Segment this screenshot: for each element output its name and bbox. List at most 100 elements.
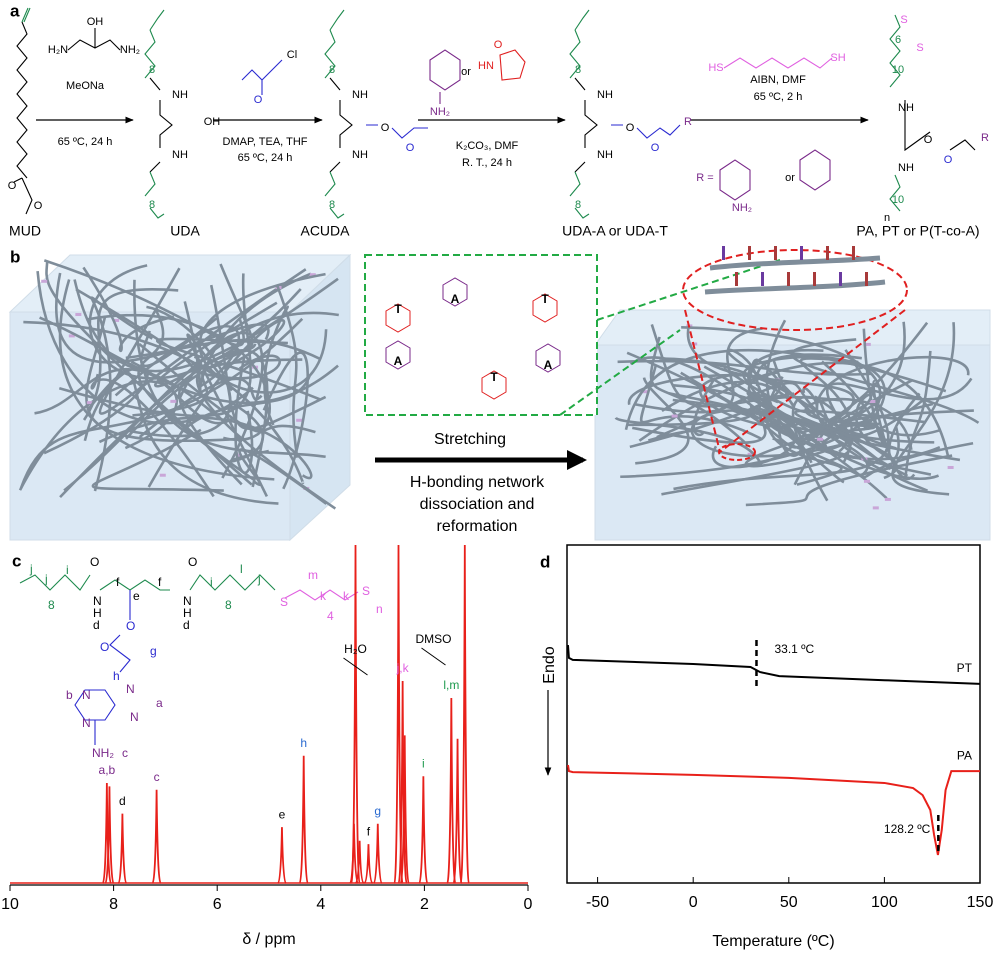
atom-label: b: [66, 688, 73, 702]
fiber: [262, 351, 309, 490]
fiber: [744, 402, 934, 468]
h-bond-rung: [75, 313, 82, 317]
peak-label: i: [422, 756, 425, 770]
h-bond-rung: [113, 318, 120, 322]
atom: 10: [892, 194, 904, 206]
peak-label: g: [374, 804, 381, 818]
atom: n: [884, 212, 890, 224]
h-bond-rung: [671, 414, 678, 418]
bond: [574, 207, 590, 219]
panel-label: c: [12, 551, 21, 570]
atom-label: f: [158, 575, 162, 589]
atom: OH: [204, 116, 221, 128]
bond: [19, 574, 276, 591]
peak: [298, 755, 309, 884]
atom: 8: [575, 199, 581, 211]
peak: [446, 697, 457, 884]
h-bond-rung: [641, 390, 648, 394]
compound-name: PA, PT or P(T-co-A): [856, 223, 979, 239]
atom-label: j: [29, 562, 33, 576]
scheme-bonds: [13, 7, 976, 219]
base: [748, 246, 751, 260]
atom: Cl: [287, 49, 297, 61]
condition: DMAP, TEA, THF: [223, 136, 308, 148]
atom: O: [8, 180, 17, 192]
fiber: [91, 428, 224, 492]
atom-label: j: [44, 572, 48, 586]
peak-label: c: [154, 770, 160, 784]
atom-label: 8: [48, 598, 55, 612]
atom-label: O: [100, 640, 109, 654]
peak-label: j,k: [396, 661, 410, 675]
h-bond-rung: [863, 479, 870, 483]
fiber: [276, 285, 299, 458]
bond: [149, 207, 165, 219]
atom-label: c: [122, 746, 128, 760]
bond: [13, 177, 33, 215]
atom-label: i: [210, 575, 213, 589]
fiber: [133, 279, 326, 459]
atom: HS: [708, 62, 723, 74]
base-ring: [535, 343, 561, 373]
fiber: [154, 301, 278, 388]
zoom-box: [364, 254, 598, 416]
atom: HN: [478, 60, 494, 72]
peak: [151, 789, 162, 884]
peak: [363, 844, 374, 884]
base-letter: A: [451, 292, 460, 306]
atom-label: f: [116, 575, 120, 589]
bond: [569, 171, 581, 197]
atom-label: k: [343, 589, 350, 603]
bond: [144, 29, 156, 79]
fiber: [633, 327, 763, 414]
base-letter: T: [394, 302, 402, 316]
base: [852, 246, 855, 260]
atom: O: [34, 200, 43, 212]
atom: O: [651, 142, 660, 154]
base: [865, 272, 868, 286]
x-tick-label: 0: [524, 896, 533, 913]
compound-name: MUD: [9, 223, 41, 239]
bond: [611, 124, 681, 139]
fiber: [36, 270, 254, 425]
atom: H₂N: [48, 44, 68, 56]
peak: [459, 544, 470, 884]
h-bond-rung: [864, 342, 871, 346]
atom-label: a: [156, 696, 163, 710]
fiber: [138, 342, 316, 434]
panel-label: d: [540, 552, 550, 571]
fiber: [147, 319, 286, 488]
zoom-lines: [684, 309, 906, 453]
atom-label: O: [188, 555, 197, 569]
bond: [284, 589, 359, 601]
arrow-label: dissociation and: [420, 496, 535, 513]
base: [722, 246, 725, 260]
base-letter: T: [490, 370, 498, 384]
h-bond-rung: [68, 334, 75, 338]
h-bond-rung: [872, 506, 879, 510]
x-axis-title: δ / ppm: [242, 931, 295, 948]
bond: [569, 29, 581, 79]
base: [761, 272, 764, 286]
atom: 6: [895, 34, 901, 46]
fiber: [45, 262, 253, 486]
atom: or: [461, 66, 471, 78]
fiber: [132, 358, 303, 417]
atom-label: N: [183, 594, 192, 608]
atom: O: [626, 122, 635, 134]
zoom-ellipse: [682, 249, 908, 331]
atom: NH: [597, 149, 613, 161]
x-axis-title: Temperature (ºC): [712, 933, 834, 950]
fiber: [198, 272, 328, 394]
condition: 65 ºC, 24 h: [238, 152, 293, 164]
bond: [366, 124, 428, 139]
peak: [399, 735, 410, 884]
atom: O: [254, 94, 263, 106]
peak: [372, 823, 383, 884]
base-pairs: [385, 277, 561, 400]
atom: S: [916, 42, 923, 54]
fiber: [650, 324, 795, 408]
fiber: [55, 272, 270, 364]
base-letter: A: [394, 354, 403, 368]
